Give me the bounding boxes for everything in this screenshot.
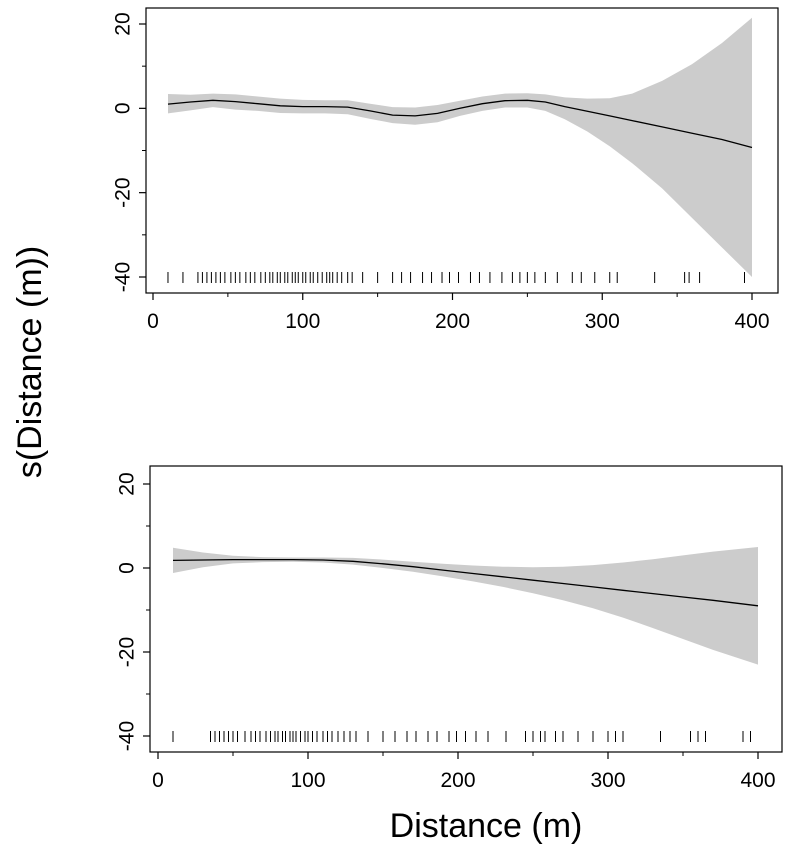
smooth-line [167,99,753,149]
x-tick-label: 200 [435,310,470,333]
x-tick-label: 400 [734,310,769,333]
y-tick-label: -40 [112,262,135,292]
y-tick-label: 0 [112,102,135,114]
x-tick-label: 400 [740,769,775,792]
y-tick-label: 20 [112,12,135,35]
y-axis-title: s(Distance (m)) [11,246,49,478]
plot-frame [149,465,783,753]
x-tick-label: 200 [440,769,475,792]
x-tick-label: 300 [590,769,625,792]
x-tick-label: 300 [585,310,620,333]
x-axis-title: Distance (m) [390,807,583,845]
top-panel: 0 100 200 300 400 -40 -20 0 20 [112,7,779,333]
y-tick-label: 0 [116,562,139,574]
x-tick-label: 100 [285,310,320,333]
y-tick-label: -20 [116,637,139,667]
x-tick-label: 0 [147,310,159,333]
confidence-band [168,17,752,277]
smooth-line [172,558,759,607]
y-tick-label: -20 [112,177,135,207]
y-tick-label: 20 [116,472,139,495]
bottom-panel: 0 100 200 300 400 -40 -20 0 20 [116,465,783,792]
confidence-band [173,547,758,665]
x-tick-label: 0 [152,769,164,792]
x-tick-label: 100 [290,769,325,792]
y-tick-label: -40 [116,721,139,751]
